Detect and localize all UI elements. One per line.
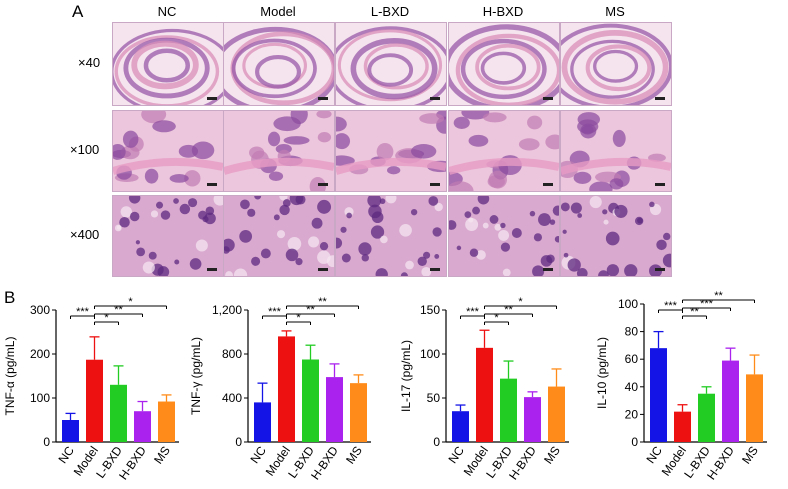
chart-1-sig-label-3: *	[128, 296, 133, 308]
chart-4-category-label-4: MS	[739, 444, 761, 467]
chart-1-tick-label-0: 0	[43, 435, 50, 449]
chart-3-bar-ms	[548, 386, 565, 442]
micrograph-h-bxd-row-3	[448, 195, 560, 277]
chart-1-bar-h-bxd	[134, 411, 151, 442]
chart-2-bar-nc	[254, 402, 271, 442]
chart-3-y-label: IL-17 (pg/mL)	[399, 340, 413, 412]
row-header-magnification-1: ×40	[78, 55, 101, 70]
chart-1-sig-label-0: ***	[76, 306, 90, 318]
panel-b-label: B	[4, 288, 16, 307]
chart-2-category-label-4: MS	[343, 444, 365, 467]
chart-4-tick-label-2: 40	[625, 380, 639, 394]
micrograph-l-bxd-row-2	[335, 110, 447, 192]
chart-3-bar-model	[476, 347, 493, 442]
micrograph-model-row-1	[223, 22, 335, 106]
chart-1-bar-l-bxd	[110, 384, 127, 442]
chart-4-bar-model	[674, 411, 691, 442]
chart-2-y-label: TNF-γ (pg/mL)	[189, 337, 203, 415]
panel-a-label: A	[72, 2, 84, 21]
chart-3-sig-label-2: **	[504, 304, 513, 316]
micrograph-l-bxd-row-3	[335, 195, 447, 277]
chart-1-category-label-4: MS	[151, 444, 173, 467]
chart-3-bar-h-bxd	[524, 397, 541, 442]
chart-4-y-label: IL-10 (pg/mL)	[595, 337, 609, 409]
chart-3-tick-label-1: 50	[427, 391, 441, 405]
chart-3-category-label-4: MS	[541, 444, 563, 467]
row-header-magnification-3: ×400	[70, 227, 100, 242]
chart-2-sig-label-2: **	[306, 304, 315, 316]
chart-2-tick-label-0: 0	[235, 435, 242, 449]
chart-3-tick-label-3: 150	[420, 303, 440, 317]
micrograph-model-row-2	[223, 110, 335, 192]
column-header-h-bxd: H-BXD	[482, 4, 524, 19]
chart-3-bar-l-bxd	[500, 378, 517, 442]
chart-1-sig-label-1: *	[104, 312, 109, 324]
chart-3-tick-label-0: 0	[433, 435, 440, 449]
chart-4-bar-l-bxd	[698, 393, 715, 442]
micrograph-ms-row-1	[560, 22, 672, 106]
micrograph-nc-row-3	[112, 195, 224, 277]
micrograph-h-bxd-row-1	[448, 22, 560, 106]
chart-4-sig-label-3: **	[714, 290, 723, 302]
chart-4-bar-h-bxd	[722, 360, 739, 442]
column-header-nc: NC	[157, 4, 177, 19]
chart-1-bar-model	[86, 359, 103, 442]
micrograph-ms-row-3	[560, 195, 672, 277]
chart-3-tick-label-2: 100	[420, 347, 440, 361]
chart-2-bar-l-bxd	[302, 359, 319, 442]
column-header-model: Model	[260, 4, 296, 19]
column-header-ms: MS	[605, 4, 625, 19]
chart-4-tick-label-4: 80	[625, 325, 639, 339]
chart-3-bar-nc	[452, 411, 469, 442]
chart-3-sig-label-0: ***	[466, 306, 480, 318]
chart-2-bar-h-bxd	[326, 377, 343, 442]
chart-1-tick-label-1: 100	[30, 391, 50, 405]
chart-1-tick-label-2: 200	[30, 347, 50, 361]
chart-1-category-label-0: NC	[56, 443, 78, 466]
chart-1-y-label: TNF-α (pg/mL)	[3, 337, 17, 416]
chart-4-bar-nc	[650, 348, 667, 442]
chart-3-sig-label-1: *	[494, 312, 499, 324]
chart-2-tick-label-3: 1,200	[212, 303, 242, 317]
chart-2-tick-label-1: 400	[222, 391, 242, 405]
chart-4-bar-ms	[746, 374, 763, 442]
chart-4-tick-label-3: 60	[625, 352, 639, 366]
chart-3-sig-label-3: *	[518, 296, 523, 308]
micrograph-nc-row-2	[112, 110, 224, 192]
chart-4-tick-label-1: 20	[625, 407, 639, 421]
chart-4-sig-label-1: **	[690, 306, 699, 318]
chart-2-bar-model	[278, 336, 295, 442]
chart-4-tick-label-0: 0	[631, 435, 638, 449]
chart-2-sig-label-3: **	[318, 296, 327, 308]
chart-1-sig-label-2: **	[114, 304, 123, 316]
chart-4-sig-label-0: ***	[664, 300, 678, 312]
chart-1-tick-label-3: 300	[30, 303, 50, 317]
column-header-l-bxd: L-BXD	[370, 4, 410, 19]
micrograph-nc-row-1	[112, 22, 224, 106]
chart-4-tick-label-5: 100	[618, 297, 638, 311]
micrograph-ms-row-2	[560, 110, 672, 192]
chart-2-tick-label-2: 800	[222, 347, 242, 361]
micrograph-h-bxd-row-2	[448, 110, 560, 192]
chart-2-sig-label-1: *	[296, 312, 301, 324]
chart-4-category-label-0: NC	[644, 443, 666, 466]
micrograph-model-row-3	[223, 195, 335, 277]
chart-1-bar-ms	[158, 401, 175, 442]
chart-2-category-label-0: NC	[248, 443, 270, 466]
micrograph-l-bxd-row-1	[335, 22, 447, 106]
chart-4-sig-label-2: ***	[700, 298, 714, 310]
chart-2-bar-ms	[350, 383, 367, 442]
row-header-magnification-2: ×100	[70, 142, 100, 157]
chart-1-bar-nc	[62, 420, 79, 442]
chart-3-category-label-0: NC	[446, 443, 468, 466]
chart-2-sig-label-0: ***	[268, 306, 282, 318]
